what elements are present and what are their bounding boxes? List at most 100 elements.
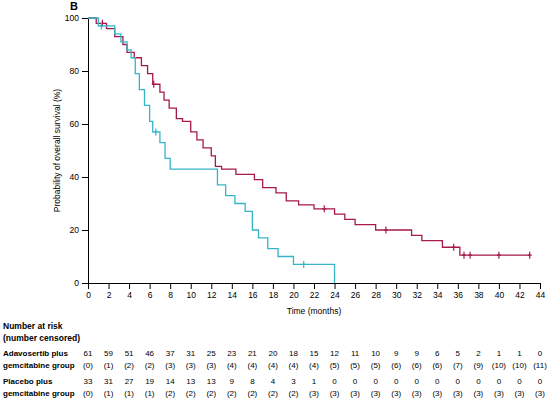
- x-tick-mark: [129, 283, 130, 289]
- at-risk-censored: (3): [535, 389, 545, 398]
- at-risk-count: 10: [371, 349, 380, 358]
- at-risk-censored: (0): [83, 389, 93, 398]
- y-tick: 40: [70, 172, 88, 182]
- at-risk-count: 8: [250, 377, 255, 386]
- at-risk-count: 19: [145, 377, 154, 386]
- at-risk-censored: (5): [330, 361, 340, 370]
- x-tick-label: 28: [371, 290, 381, 300]
- x-tick: 10: [186, 283, 196, 300]
- at-risk-censored: (5): [350, 361, 360, 370]
- y-axis-line: [88, 19, 89, 284]
- at-risk-count: 13: [186, 377, 195, 386]
- y-axis-title: Probability of overall survival (%): [52, 89, 62, 212]
- x-tick-label: 30: [392, 290, 402, 300]
- x-tick: 30: [392, 283, 402, 300]
- x-tick-label: 36: [454, 290, 464, 300]
- y-tick-mark: [82, 71, 88, 72]
- at-risk-censored: (3): [412, 389, 422, 398]
- x-tick-mark: [519, 283, 520, 289]
- censor-mark: [322, 205, 326, 212]
- at-risk-censored: (2): [206, 389, 216, 398]
- at-risk-censored: (2): [227, 389, 237, 398]
- x-tick: 22: [310, 283, 320, 300]
- risk-row-label: gemcitabine group: [3, 361, 75, 370]
- risk-table-title: Number at risk: [3, 321, 63, 331]
- at-risk-censored: (3): [371, 389, 381, 398]
- x-tick-mark: [252, 283, 253, 289]
- y-tick: 80: [70, 66, 88, 76]
- at-risk-count: 14: [166, 377, 175, 386]
- x-tick-label: 44: [536, 290, 546, 300]
- panel-title: B: [70, 0, 78, 12]
- at-risk-count: 21: [248, 349, 257, 358]
- plot-area: [88, 18, 532, 283]
- censor-mark: [528, 252, 532, 259]
- y-tick-label: 80: [70, 66, 80, 76]
- at-risk-censored: (3): [473, 389, 483, 398]
- risk-table: Number at risk(number censored)Adavosert…: [3, 321, 547, 398]
- x-tick: 16: [248, 283, 258, 300]
- x-tick-mark: [437, 283, 438, 289]
- at-risk-count: 12: [330, 349, 339, 358]
- at-risk-count: 0: [538, 349, 543, 358]
- x-tick-mark: [478, 283, 479, 289]
- censor-mark: [302, 261, 306, 268]
- x-tick: 18: [269, 283, 279, 300]
- x-tick: 2: [107, 283, 112, 300]
- x-tick-label: 18: [269, 290, 279, 300]
- at-risk-censored: (1): [124, 389, 134, 398]
- at-risk-count: 46: [145, 349, 154, 358]
- censor-mark: [152, 81, 156, 88]
- x-tick-label: 40: [495, 290, 505, 300]
- x-tick-mark: [355, 283, 356, 289]
- risk-row-label: gemcitabine group: [3, 389, 75, 398]
- censor-mark: [468, 252, 472, 259]
- x-tick-mark: [150, 283, 151, 289]
- at-risk-censored: (3): [309, 389, 319, 398]
- x-tick-mark: [417, 283, 418, 289]
- at-risk-count: 25: [207, 349, 216, 358]
- x-tick-label: 42: [515, 290, 525, 300]
- at-risk-censored: (2): [145, 361, 155, 370]
- x-tick-label: 4: [127, 290, 132, 300]
- x-tick-label: 16: [248, 290, 258, 300]
- at-risk-count: 59: [104, 349, 113, 358]
- censor-mark: [497, 252, 501, 259]
- y-tick-mark: [82, 18, 88, 19]
- x-tick-mark: [499, 283, 500, 289]
- at-risk-count: 0: [415, 377, 420, 386]
- survival-curve: [88, 18, 530, 255]
- x-tick: 32: [412, 283, 422, 300]
- x-tick-mark: [232, 283, 233, 289]
- at-risk-count: 0: [435, 377, 440, 386]
- x-tick-label: 10: [186, 290, 196, 300]
- at-risk-censored: (4): [227, 361, 237, 370]
- at-risk-count: 11: [351, 349, 360, 358]
- at-risk-censored: (3): [350, 389, 360, 398]
- x-tick-label: 24: [330, 290, 340, 300]
- x-tick-mark: [191, 283, 192, 289]
- x-tick-mark: [376, 283, 377, 289]
- x-tick: 36: [454, 283, 464, 300]
- x-tick-label: 14: [228, 290, 238, 300]
- at-risk-censored: (10): [492, 361, 507, 370]
- x-tick-mark: [335, 283, 336, 289]
- at-risk-count: 61: [84, 349, 93, 358]
- x-tick-mark: [540, 283, 541, 289]
- x-tick: 24: [330, 283, 340, 300]
- censor-mark: [452, 244, 456, 251]
- at-risk-censored: (3): [206, 361, 216, 370]
- at-risk-censored: (0): [83, 361, 93, 370]
- at-risk-censored: (2): [247, 389, 257, 398]
- at-risk-censored: (4): [268, 361, 278, 370]
- at-risk-count: 0: [517, 377, 522, 386]
- at-risk-censored: (10): [512, 361, 527, 370]
- at-risk-count: 0: [476, 377, 481, 386]
- at-risk-censored: (9): [473, 361, 483, 370]
- y-tick-label: 100: [65, 13, 79, 23]
- at-risk-censored: (2): [186, 389, 196, 398]
- x-tick-mark: [88, 283, 89, 289]
- censor-mark: [154, 128, 158, 135]
- x-tick: 42: [515, 283, 525, 300]
- x-tick: 0: [86, 283, 91, 300]
